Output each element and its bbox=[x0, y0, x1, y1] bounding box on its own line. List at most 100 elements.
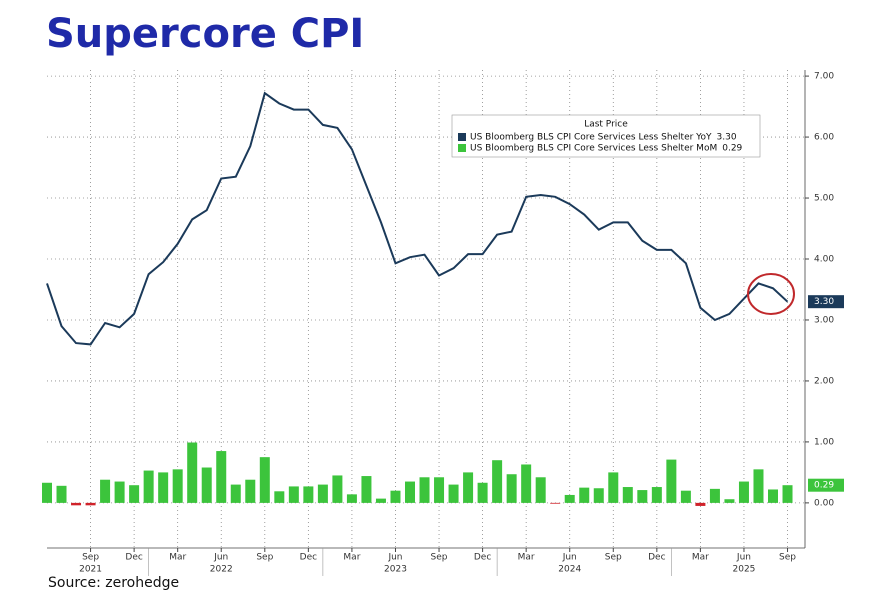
value-tag-label: 3.30 bbox=[814, 297, 834, 307]
x-tick-label: Jun bbox=[387, 553, 402, 563]
bar bbox=[709, 488, 720, 503]
x-tick-label: Jun bbox=[213, 553, 228, 563]
bar bbox=[288, 486, 299, 503]
bar bbox=[85, 502, 96, 506]
bar bbox=[448, 484, 459, 503]
x-tick-label: Sep bbox=[605, 553, 622, 563]
legend-label: US Bloomberg BLS CPI Core Services Less … bbox=[470, 133, 712, 143]
y-tick-label: 4.00 bbox=[814, 255, 834, 265]
bar bbox=[593, 488, 604, 503]
bar bbox=[521, 464, 532, 503]
value-tag-label: 0.29 bbox=[814, 481, 834, 491]
y-tick-label: 7.00 bbox=[814, 72, 834, 82]
bar bbox=[419, 477, 430, 503]
x-tick-label: Dec bbox=[648, 553, 665, 563]
legend-swatch bbox=[458, 133, 466, 141]
bar bbox=[259, 457, 270, 503]
bar bbox=[216, 451, 227, 503]
bar bbox=[724, 499, 735, 503]
bar bbox=[680, 490, 691, 503]
bar bbox=[375, 498, 386, 503]
bar bbox=[332, 475, 343, 503]
year-label: 2021 bbox=[79, 565, 102, 575]
x-tick-label: Mar bbox=[518, 553, 535, 563]
x-tick-label: Dec bbox=[474, 553, 491, 563]
year-label: 2024 bbox=[558, 565, 581, 575]
x-tick-label: Mar bbox=[692, 553, 709, 563]
y-tick-label: 3.00 bbox=[814, 315, 834, 325]
bar bbox=[622, 487, 633, 503]
legend-value: 3.30 bbox=[717, 133, 737, 143]
bar bbox=[768, 489, 778, 503]
bar bbox=[579, 487, 590, 503]
year-label: 2022 bbox=[210, 565, 233, 575]
bar bbox=[535, 477, 546, 503]
bar bbox=[71, 502, 82, 506]
x-tick-label: Jun bbox=[562, 553, 577, 563]
bar bbox=[651, 487, 662, 503]
y-tick-label: 6.00 bbox=[814, 133, 834, 143]
bar bbox=[201, 467, 212, 503]
legend-box bbox=[451, 114, 761, 158]
bar bbox=[608, 472, 619, 503]
legend-label: US Bloomberg BLS CPI Core Services Less … bbox=[470, 144, 717, 154]
legend: Last Price US Bloomberg BLS CPI Core Ser… bbox=[451, 114, 761, 158]
bar bbox=[695, 502, 706, 506]
bar bbox=[477, 482, 488, 503]
x-tick-label: Mar bbox=[169, 553, 186, 563]
bar bbox=[346, 494, 357, 503]
x-tick-label: Sep bbox=[82, 553, 99, 563]
source: Source: zerohedge bbox=[48, 575, 179, 591]
x-tick-label: Sep bbox=[256, 553, 273, 563]
bar bbox=[492, 460, 503, 503]
highlight-circle bbox=[747, 273, 795, 315]
y-tick-label: 0.00 bbox=[814, 498, 834, 508]
bar bbox=[753, 469, 764, 503]
bar bbox=[550, 502, 561, 504]
y-tick-label: 1.00 bbox=[814, 437, 834, 447]
legend-title: Last Price bbox=[584, 120, 628, 130]
bar bbox=[42, 482, 52, 503]
x-tick-label: Jun bbox=[736, 553, 751, 563]
value-tag bbox=[808, 295, 844, 309]
x-tick-label: Dec bbox=[125, 553, 142, 563]
bar bbox=[230, 484, 241, 503]
bar bbox=[390, 490, 401, 503]
bar bbox=[187, 442, 198, 503]
y-tick-label: 5.00 bbox=[814, 194, 834, 204]
x-tick-label: Mar bbox=[343, 553, 360, 563]
bar bbox=[114, 481, 125, 503]
y-tick-label: 2.00 bbox=[814, 376, 834, 386]
bar bbox=[274, 491, 285, 503]
year-label: 2023 bbox=[384, 565, 407, 575]
bar bbox=[158, 472, 169, 503]
legend-swatch bbox=[458, 144, 466, 152]
line bbox=[46, 91, 789, 346]
bar bbox=[463, 472, 474, 503]
bar bbox=[405, 481, 415, 503]
bar bbox=[303, 486, 314, 503]
legend-value: 0.29 bbox=[722, 144, 742, 154]
x-tick-label: Sep bbox=[431, 553, 448, 563]
chart-title: Supercore CPI bbox=[46, 11, 364, 57]
bar bbox=[666, 459, 677, 503]
bar bbox=[129, 485, 140, 503]
x-tick-label: Dec bbox=[300, 553, 317, 563]
bar bbox=[56, 485, 67, 503]
bar bbox=[738, 481, 749, 503]
bar bbox=[637, 490, 648, 503]
bar bbox=[245, 479, 256, 503]
bar bbox=[506, 474, 517, 503]
bar bbox=[361, 476, 372, 503]
bar bbox=[782, 485, 793, 503]
bar bbox=[317, 484, 328, 503]
bar bbox=[172, 469, 183, 503]
bar bbox=[100, 479, 111, 503]
bar bbox=[564, 494, 575, 503]
x-tick-label: Sep bbox=[779, 553, 796, 563]
year-label: 2025 bbox=[733, 565, 756, 575]
value-tag bbox=[808, 478, 844, 492]
bar bbox=[434, 477, 445, 503]
plot-area: 0.00 1.00 2.00 3.00 4.00 5.00 6.00 7.00 Sep 2021 D… bbox=[42, 70, 844, 576]
